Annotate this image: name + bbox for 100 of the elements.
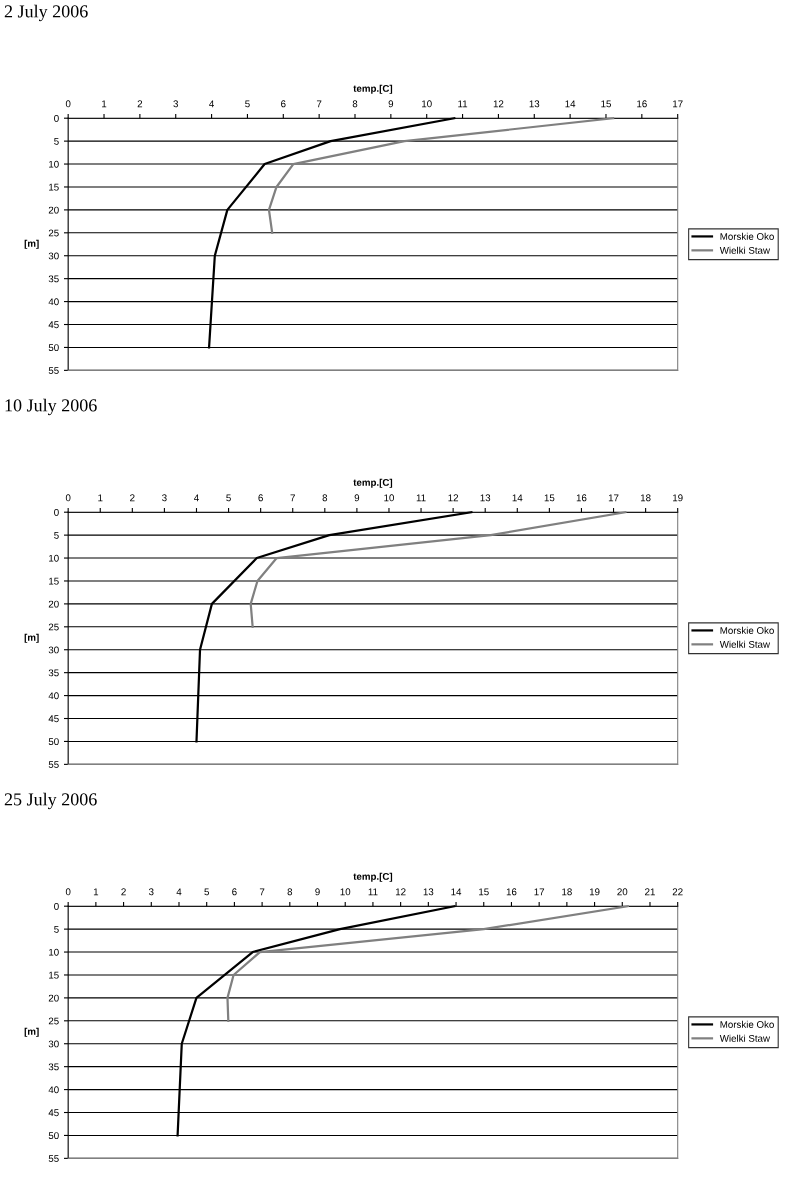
- x-tick-label: 0: [65, 888, 71, 896]
- x-tick-label: 3: [162, 494, 167, 502]
- x-tick-label: 14: [451, 888, 462, 896]
- y-tick-label: 10: [49, 160, 59, 168]
- y-tick-label: 55: [48, 1155, 59, 1162]
- x-tick-label: 6: [281, 100, 286, 108]
- x-tick-label: 2: [137, 100, 143, 108]
- x-tick-label: 5: [245, 100, 250, 108]
- x-tick-label: 21: [645, 888, 655, 896]
- y-tick-label: 5: [54, 531, 59, 539]
- y-tick-label: 25: [48, 623, 59, 631]
- y-tick-label: 35: [48, 275, 59, 283]
- x-tick-label: 0: [65, 100, 71, 108]
- x-tick-label: 13: [529, 100, 540, 108]
- y-tick-label: 55: [48, 367, 59, 374]
- y-axis-title: [m]: [24, 633, 39, 643]
- x-axis-title: temp.[C]: [353, 872, 393, 882]
- x-tick-label: 1: [93, 888, 99, 896]
- y-tick-label: 25: [48, 229, 59, 237]
- x-tick-label: 15: [544, 494, 555, 502]
- y-tick-label: 40: [48, 298, 59, 306]
- y-tick-label: 55: [48, 761, 59, 768]
- legend-label: Wielki Staw: [719, 1034, 771, 1042]
- y-tick-label: 25: [48, 1017, 59, 1025]
- x-tick-label: 6: [258, 494, 263, 502]
- y-tick-label: 20: [48, 206, 59, 214]
- y-tick-label: 15: [49, 971, 59, 979]
- legend-label: Wielki Staw: [719, 246, 771, 254]
- y-tick-label: 45: [48, 321, 59, 329]
- y-axis-title: [m]: [24, 239, 39, 249]
- chart-title: 10 July 2006: [5, 398, 97, 416]
- x-tick-label: 11: [368, 888, 378, 896]
- y-axis-title: [m]: [24, 1027, 39, 1037]
- x-tick-label: 6: [232, 888, 237, 896]
- y-tick-label: 20: [48, 600, 59, 608]
- x-tick-label: 18: [640, 494, 651, 502]
- x-tick-label: 11: [416, 494, 426, 502]
- x-tick-label: 5: [226, 494, 231, 502]
- x-tick-label: 9: [354, 494, 360, 502]
- y-tick-label: 35: [48, 669, 59, 677]
- x-axis-title: temp.[C]: [353, 84, 393, 94]
- x-tick-label: 14: [512, 494, 523, 502]
- x-tick-label: 7: [290, 494, 295, 502]
- chart-title: 2 July 2006: [4, 4, 88, 22]
- y-tick-label: 30: [48, 646, 59, 654]
- x-tick-label: 0: [65, 494, 71, 502]
- x-tick-label: 9: [315, 888, 320, 896]
- y-tick-label: 0: [54, 902, 59, 910]
- y-tick-label: 45: [48, 1109, 59, 1117]
- y-tick-label: 20: [48, 994, 59, 1002]
- x-tick-label: 22: [672, 888, 683, 896]
- x-tick-label: 10: [340, 888, 351, 896]
- line-series: [249, 511, 627, 628]
- x-tick-label: 5: [204, 888, 209, 896]
- y-tick-label: 40: [48, 1086, 59, 1094]
- legend-label: Morskie Oko: [720, 626, 774, 634]
- x-tick-label: 3: [173, 100, 179, 108]
- y-tick-label: 50: [48, 344, 59, 352]
- x-tick-label: 16: [576, 494, 587, 502]
- x-tick-label: 12: [395, 888, 406, 896]
- x-tick-label: 1: [98, 494, 103, 502]
- y-tick-label: 40: [48, 692, 59, 700]
- y-tick-label: 45: [48, 715, 59, 723]
- x-tick-label: 8: [287, 888, 293, 896]
- y-tick-label: 10: [49, 948, 59, 956]
- x-tick-label: 7: [259, 888, 265, 896]
- y-tick-label: 15: [49, 183, 59, 191]
- x-tick-label: 9: [388, 100, 394, 108]
- x-axis-title: temp.[C]: [353, 478, 393, 488]
- x-tick-label: 3: [148, 888, 154, 896]
- legend-label: Morskie Oko: [720, 232, 774, 240]
- x-tick-label: 2: [130, 494, 135, 502]
- y-tick-label: 50: [48, 738, 59, 746]
- y-tick-label: 50: [48, 1132, 59, 1140]
- x-tick-label: 7: [316, 100, 322, 108]
- x-tick-label: 18: [562, 888, 572, 896]
- x-tick-label: 10: [422, 100, 432, 108]
- x-tick-label: 15: [479, 888, 489, 896]
- x-tick-label: 17: [673, 100, 683, 108]
- x-tick-label: 2: [121, 888, 126, 896]
- line-series: [226, 905, 629, 1022]
- y-tick-label: 35: [48, 1063, 59, 1071]
- x-tick-label: 17: [534, 888, 545, 896]
- y-tick-label: 0: [54, 114, 59, 122]
- y-tick-label: 5: [54, 925, 59, 933]
- x-tick-label: 19: [589, 888, 600, 896]
- x-tick-label: 10: [384, 494, 394, 502]
- x-tick-label: 16: [637, 100, 647, 108]
- x-tick-label: 8: [322, 494, 328, 502]
- x-tick-label: 14: [565, 100, 576, 108]
- chart-title: 25 July 2006: [4, 792, 97, 810]
- x-tick-label: 4: [176, 888, 182, 896]
- x-tick-label: 20: [617, 888, 628, 896]
- x-tick-label: 12: [493, 100, 504, 108]
- x-tick-label: 13: [423, 888, 434, 896]
- x-tick-label: 4: [209, 100, 215, 108]
- x-tick-label: 19: [673, 494, 683, 502]
- legend-label: Wielki Staw: [719, 640, 771, 648]
- y-tick-label: 5: [54, 137, 59, 145]
- x-tick-label: 1: [102, 100, 107, 108]
